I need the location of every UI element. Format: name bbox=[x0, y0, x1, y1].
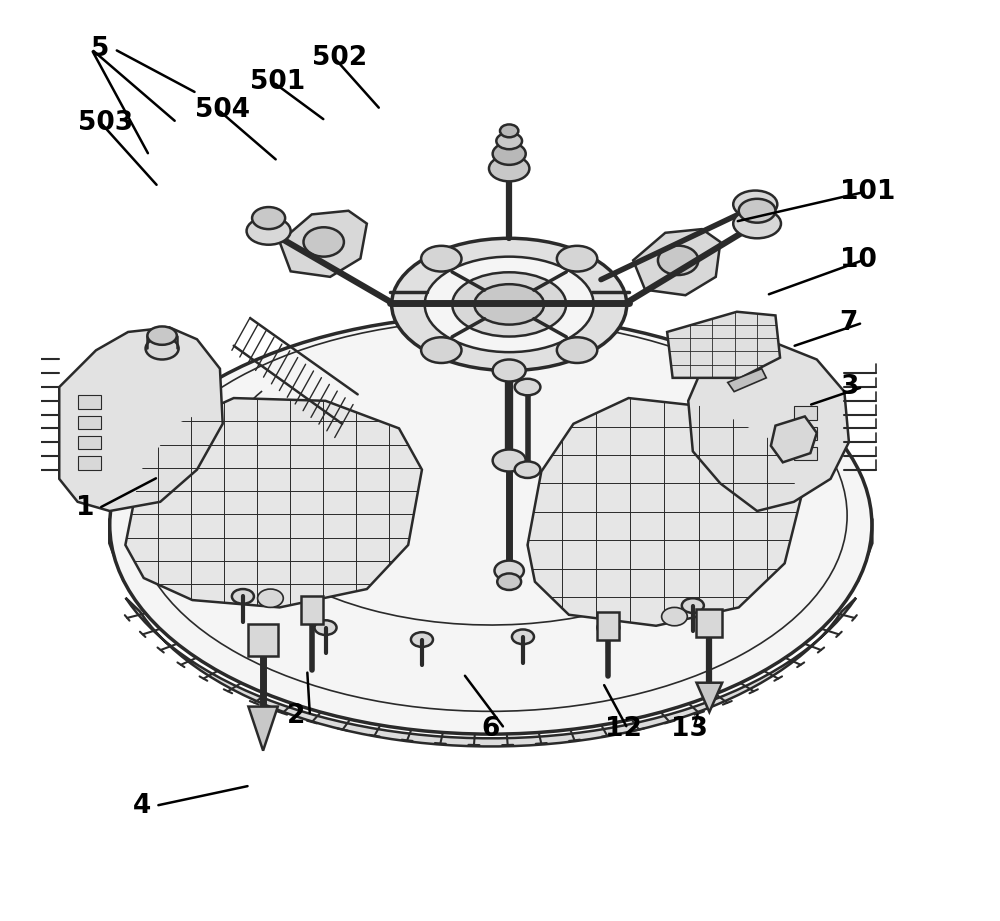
Text: 3: 3 bbox=[840, 374, 858, 400]
Ellipse shape bbox=[258, 589, 283, 608]
Ellipse shape bbox=[304, 227, 344, 257]
Ellipse shape bbox=[515, 461, 540, 478]
Ellipse shape bbox=[315, 620, 337, 635]
Ellipse shape bbox=[493, 359, 526, 381]
Polygon shape bbox=[248, 624, 278, 656]
Polygon shape bbox=[696, 610, 722, 636]
Polygon shape bbox=[597, 612, 619, 639]
Ellipse shape bbox=[515, 379, 540, 395]
Polygon shape bbox=[667, 311, 780, 378]
Ellipse shape bbox=[474, 285, 544, 324]
Polygon shape bbox=[794, 426, 817, 440]
Ellipse shape bbox=[557, 337, 597, 363]
Ellipse shape bbox=[494, 561, 524, 581]
Ellipse shape bbox=[496, 133, 522, 149]
Polygon shape bbox=[696, 682, 722, 712]
Ellipse shape bbox=[500, 124, 518, 137]
Polygon shape bbox=[728, 368, 766, 391]
Polygon shape bbox=[301, 597, 323, 624]
Ellipse shape bbox=[452, 273, 566, 336]
Polygon shape bbox=[528, 398, 801, 625]
Polygon shape bbox=[78, 456, 101, 470]
Ellipse shape bbox=[247, 217, 291, 245]
Text: 503: 503 bbox=[78, 110, 133, 135]
Polygon shape bbox=[688, 343, 849, 511]
Text: 7: 7 bbox=[840, 309, 858, 336]
Text: 6: 6 bbox=[482, 716, 500, 741]
Ellipse shape bbox=[733, 191, 777, 218]
Ellipse shape bbox=[597, 620, 619, 635]
Text: 501: 501 bbox=[250, 69, 305, 95]
Ellipse shape bbox=[392, 239, 627, 370]
Ellipse shape bbox=[733, 209, 781, 239]
Polygon shape bbox=[794, 406, 817, 420]
Polygon shape bbox=[78, 395, 101, 409]
Text: 10: 10 bbox=[840, 248, 877, 274]
Polygon shape bbox=[78, 436, 101, 449]
Ellipse shape bbox=[252, 207, 285, 229]
Polygon shape bbox=[126, 598, 856, 746]
Polygon shape bbox=[248, 706, 278, 751]
Text: 4: 4 bbox=[133, 793, 151, 819]
Ellipse shape bbox=[232, 589, 254, 604]
Ellipse shape bbox=[493, 143, 526, 165]
Ellipse shape bbox=[658, 246, 698, 275]
Text: 2: 2 bbox=[287, 703, 305, 729]
Ellipse shape bbox=[557, 246, 597, 272]
Ellipse shape bbox=[421, 337, 462, 363]
Ellipse shape bbox=[110, 315, 872, 734]
Ellipse shape bbox=[739, 199, 775, 223]
Ellipse shape bbox=[421, 246, 462, 272]
Ellipse shape bbox=[411, 632, 433, 647]
Ellipse shape bbox=[493, 449, 526, 472]
Ellipse shape bbox=[662, 608, 687, 625]
Polygon shape bbox=[59, 327, 223, 511]
Ellipse shape bbox=[512, 629, 534, 644]
Ellipse shape bbox=[146, 337, 179, 359]
Text: 13: 13 bbox=[671, 716, 708, 741]
Polygon shape bbox=[633, 229, 720, 296]
Text: 504: 504 bbox=[195, 97, 250, 122]
Text: 5: 5 bbox=[91, 36, 110, 62]
Ellipse shape bbox=[489, 156, 529, 181]
Polygon shape bbox=[125, 398, 422, 608]
Ellipse shape bbox=[425, 257, 594, 352]
Text: 12: 12 bbox=[605, 716, 642, 741]
Polygon shape bbox=[794, 447, 817, 460]
Polygon shape bbox=[280, 211, 367, 277]
Polygon shape bbox=[771, 416, 817, 462]
Ellipse shape bbox=[682, 599, 704, 612]
Polygon shape bbox=[78, 415, 101, 429]
Ellipse shape bbox=[497, 574, 521, 590]
Text: 1: 1 bbox=[76, 495, 94, 521]
Text: 502: 502 bbox=[312, 45, 367, 71]
Ellipse shape bbox=[147, 326, 177, 344]
Polygon shape bbox=[110, 507, 872, 594]
Text: 101: 101 bbox=[840, 180, 895, 205]
